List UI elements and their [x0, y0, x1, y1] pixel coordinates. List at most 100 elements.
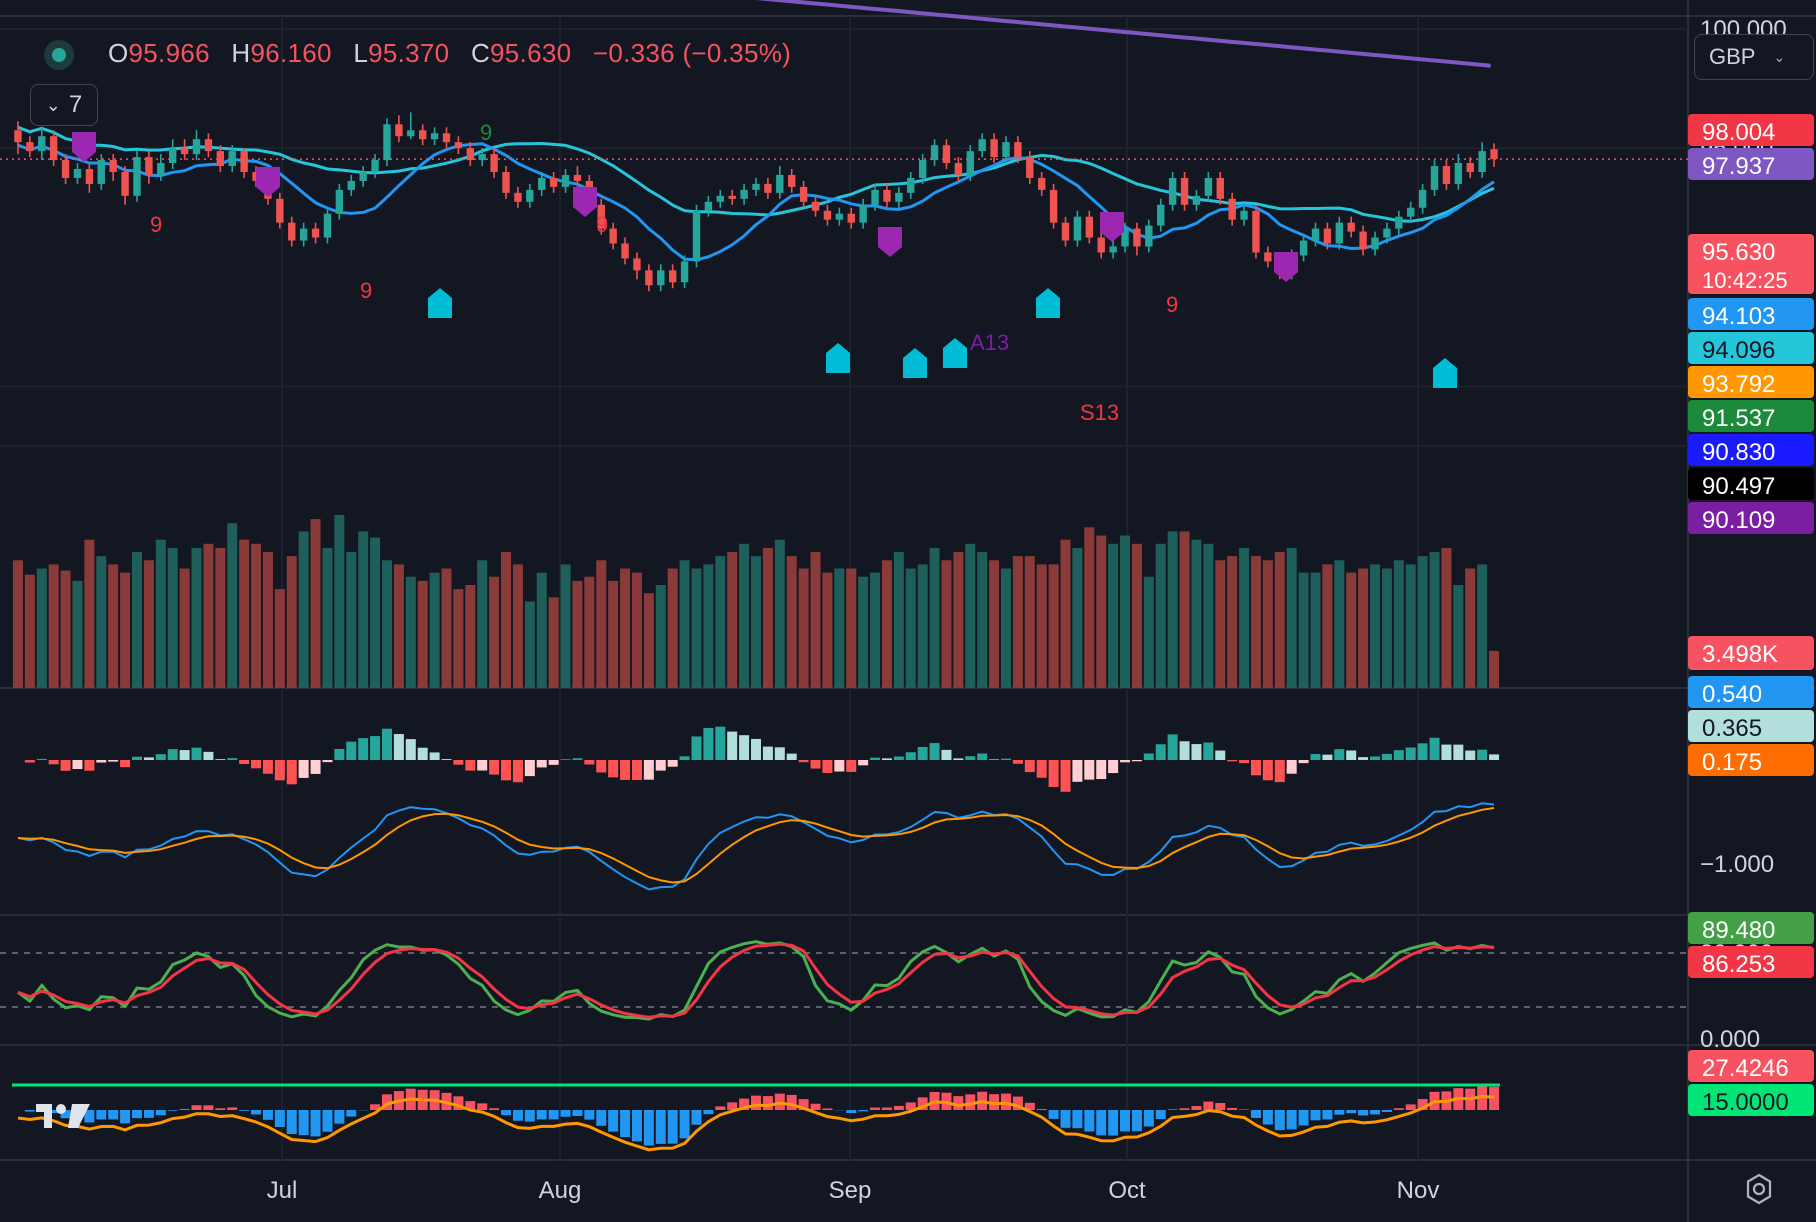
macd-histogram-bar: [489, 760, 500, 775]
volume-bar: [1108, 543, 1119, 688]
candle-body: [1371, 237, 1379, 250]
volume-bar: [191, 547, 202, 688]
oscillator-bar: [536, 1110, 547, 1120]
price-axis-badge-countdown: 10:42:25: [1702, 268, 1788, 293]
currency-select[interactable]: GBP ⌄: [1694, 34, 1814, 80]
volume-bar: [905, 568, 916, 688]
oscillator-bar: [251, 1110, 262, 1115]
volume-bar: [512, 564, 523, 688]
price-axis-badge-bg: [1688, 400, 1814, 432]
volume-bar: [1096, 535, 1107, 688]
candle-body: [109, 160, 117, 172]
macd-histogram-bar: [941, 749, 952, 760]
price-axis-badge: 98.004: [1702, 119, 1775, 146]
chart-annotation-label: 9: [480, 120, 492, 145]
candle-body: [1407, 207, 1415, 217]
oscillator-axis-badge-bg: [1688, 1084, 1814, 1116]
oscillator-bar: [453, 1096, 464, 1110]
macd-histogram-bar: [1441, 744, 1452, 760]
time-axis-label: Jul: [267, 1177, 298, 1204]
volume-bar: [762, 547, 773, 688]
candle-body: [549, 177, 558, 187]
volume-bar: [584, 576, 595, 688]
candle-body: [97, 160, 105, 184]
macd-histogram-bar: [1203, 742, 1214, 760]
macd-histogram-bar: [1405, 747, 1416, 760]
macd-histogram-bar: [36, 758, 47, 760]
volume-bar: [405, 576, 416, 688]
oscillator-bar: [465, 1101, 476, 1110]
macd-histogram-bar: [1108, 760, 1119, 774]
candle-body: [1073, 216, 1082, 241]
candle-body: [716, 195, 724, 202]
price-axis-badge-bg: [1688, 114, 1814, 146]
volume-bar: [239, 539, 250, 688]
volume-bar: [572, 580, 583, 688]
volume-bar: [751, 556, 761, 688]
oscillator-bar: [572, 1110, 583, 1117]
volume-bar: [1405, 564, 1416, 688]
macd-histogram-bar: [1250, 760, 1261, 776]
indicators-toggle-button[interactable]: ⌄ 7: [30, 84, 98, 126]
price-axis-badge: 95.630: [1702, 239, 1775, 266]
oscillator-bar: [1334, 1110, 1345, 1115]
macd-histogram-bar: [1167, 734, 1178, 760]
oscillator-bar: [786, 1094, 797, 1110]
candle-body: [573, 174, 582, 181]
candle-body: [776, 174, 784, 193]
candle-body: [561, 174, 570, 187]
macd-histogram-bar: [608, 760, 619, 778]
volume-bar: [1381, 568, 1392, 688]
low-value: 95.370: [368, 38, 450, 68]
volume-bar: [1024, 556, 1035, 688]
candle-body: [740, 189, 748, 199]
macd-histogram-bar: [477, 760, 488, 771]
oscillator-bar: [870, 1107, 881, 1110]
oscillator-bar: [953, 1096, 964, 1110]
oscillator-bar: [1358, 1110, 1369, 1116]
candle-body: [1299, 240, 1308, 256]
volume-bar: [786, 556, 797, 688]
volume-bar: [822, 572, 833, 688]
macd-axis-badge-bg: [1688, 744, 1814, 776]
candle-body: [1347, 222, 1355, 232]
oscillator-bar: [286, 1110, 297, 1134]
candle-body: [204, 139, 213, 152]
candle-body: [859, 204, 867, 223]
candle-body: [1121, 228, 1129, 247]
volume-bar: [36, 568, 47, 688]
candle-body: [1061, 222, 1070, 241]
ohlc-legend: O95.966 H96.160 L95.370 C95.630 −0.336 (…: [108, 38, 805, 69]
oscillator-bar: [858, 1110, 869, 1112]
macd-histogram-bar: [203, 751, 214, 760]
candle-body: [383, 124, 391, 161]
tradingview-logo-icon: [36, 1104, 90, 1128]
volume-bar: [1239, 547, 1250, 688]
macd-histogram-bar: [167, 749, 178, 760]
candle-body: [668, 270, 677, 283]
candle-body: [490, 154, 498, 172]
high-value: 96.160: [250, 38, 332, 68]
macd-histogram-bar: [1465, 750, 1476, 760]
volume-bar: [1286, 547, 1297, 688]
volume-bar: [1322, 564, 1333, 688]
gear-icon[interactable]: [1742, 1172, 1776, 1206]
volume-bar: [608, 580, 619, 688]
macd-histogram-bar: [1393, 750, 1404, 760]
candle-body: [276, 198, 284, 223]
volume-bar: [24, 574, 35, 688]
oscillator-bar: [655, 1110, 666, 1144]
candle-body: [1228, 198, 1236, 220]
oscillator-bar: [1405, 1104, 1416, 1110]
macd-histogram-bar: [84, 760, 95, 771]
time-axis-label: Nov: [1397, 1177, 1440, 1204]
oscillator-bar: [334, 1110, 345, 1124]
macd-histogram-bar: [977, 753, 988, 760]
candle-body: [14, 130, 22, 143]
macd-histogram-bar: [679, 756, 690, 760]
macd-histogram-bar: [524, 760, 535, 777]
macd-histogram-bar: [751, 738, 761, 760]
volume-bar: [477, 560, 488, 688]
volume-bar: [84, 539, 95, 688]
